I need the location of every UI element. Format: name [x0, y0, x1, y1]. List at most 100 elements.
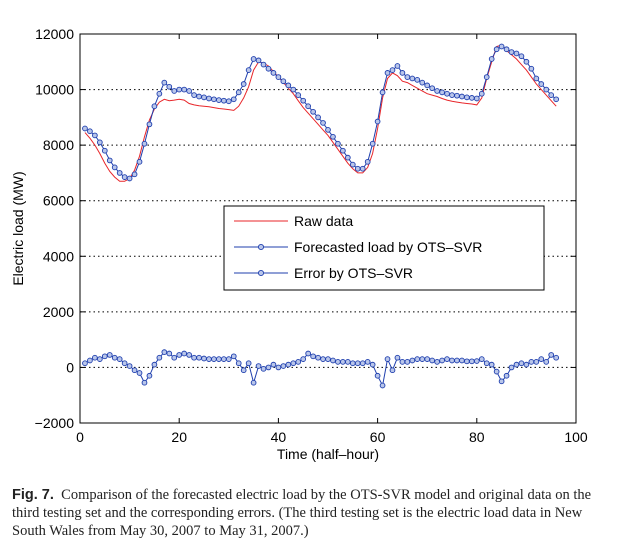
data-point: [439, 357, 445, 364]
data-point: [96, 356, 103, 362]
data-point: [424, 356, 431, 362]
y-tick-label: 4000: [43, 248, 74, 264]
data-point: [240, 81, 247, 87]
data-point: [196, 93, 202, 100]
data-point: [225, 356, 232, 362]
x-tick-label: 80: [469, 429, 485, 445]
data-point: [235, 89, 242, 96]
figure-label: Fig. 7.: [12, 487, 54, 503]
data-point: [310, 108, 316, 115]
y-axis-label: Electric load (MW): [10, 171, 26, 285]
data-point: [434, 359, 440, 365]
data-point: [310, 353, 316, 360]
data-point: [493, 46, 500, 53]
data-point: [92, 354, 98, 361]
plot-series: [82, 43, 560, 389]
data-point: [146, 372, 153, 379]
data-point: [528, 359, 535, 365]
data-point: [513, 50, 520, 57]
data-point: [275, 364, 282, 371]
data-point: [508, 49, 515, 55]
data-point: [270, 70, 277, 76]
data-point: [384, 356, 391, 362]
data-point: [230, 96, 237, 103]
data-point: [454, 92, 460, 99]
data-point: [553, 96, 560, 103]
data-point: [206, 356, 212, 362]
data-point: [449, 92, 455, 98]
data-point: [399, 359, 406, 365]
series-3: [82, 349, 560, 389]
data-point: [454, 357, 460, 364]
x-tick-label: 40: [271, 429, 287, 445]
data-point: [305, 350, 312, 357]
data-point: [216, 97, 222, 103]
data-point: [176, 352, 183, 358]
data-point: [161, 79, 168, 86]
legend-label: Error by OTS–SVR: [294, 265, 413, 281]
data-point: [156, 354, 163, 361]
data-point: [275, 74, 282, 80]
data-point: [498, 378, 505, 385]
legend-item: Raw data: [234, 213, 353, 229]
x-tick-label: 20: [171, 429, 187, 445]
data-point: [424, 82, 431, 89]
data-point: [211, 356, 217, 362]
data-point: [82, 360, 88, 367]
data-point: [290, 360, 297, 367]
data-point: [488, 56, 495, 62]
y-tick-label: 8000: [43, 137, 74, 153]
data-point: [176, 86, 183, 93]
data-point: [548, 92, 555, 98]
data-point: [483, 74, 490, 80]
data-point: [344, 359, 351, 365]
data-point: [230, 353, 237, 360]
data-point: [513, 361, 520, 368]
data-point: [225, 98, 232, 105]
data-point: [364, 158, 371, 165]
data-point: [473, 95, 480, 102]
data-point: [389, 67, 396, 73]
data-point: [126, 175, 133, 182]
data-point: [186, 352, 192, 358]
data-point: [523, 58, 530, 65]
data-point: [106, 352, 113, 358]
data-point: [468, 95, 475, 101]
data-point: [101, 147, 108, 154]
data-point: [245, 360, 252, 367]
data-point: [389, 367, 396, 374]
data-point: [493, 368, 500, 375]
data-point: [340, 147, 346, 154]
data-point: [330, 133, 336, 140]
data-point: [330, 357, 336, 364]
data-point: [553, 354, 560, 361]
data-point: [429, 357, 436, 364]
data-point: [265, 364, 272, 371]
figure-caption: Fig. 7. Comparison of the forecasted ele…: [12, 486, 610, 540]
data-point: [503, 46, 510, 53]
x-tick-label: 60: [370, 429, 386, 445]
data-point: [528, 65, 535, 72]
legend-label: Raw data: [294, 213, 353, 229]
y-tick-label: 0: [66, 359, 74, 375]
data-point: [374, 118, 381, 125]
data-point: [320, 356, 326, 362]
data-point: [300, 97, 307, 104]
y-tick-label: −2000: [35, 415, 75, 431]
data-point: [359, 360, 366, 367]
data-point: [533, 359, 540, 365]
data-point: [151, 103, 158, 110]
data-point: [478, 90, 485, 97]
data-point: [404, 74, 411, 80]
data-point: [349, 161, 356, 168]
data-point: [250, 56, 257, 62]
data-point: [285, 82, 292, 89]
data-point: [439, 89, 445, 96]
data-point: [121, 360, 128, 367]
data-point: [374, 372, 381, 379]
caption-text: Comparison of the forecasted electric lo…: [12, 487, 592, 539]
data-point: [295, 359, 302, 365]
data-point: [394, 354, 401, 361]
data-point: [409, 75, 416, 82]
